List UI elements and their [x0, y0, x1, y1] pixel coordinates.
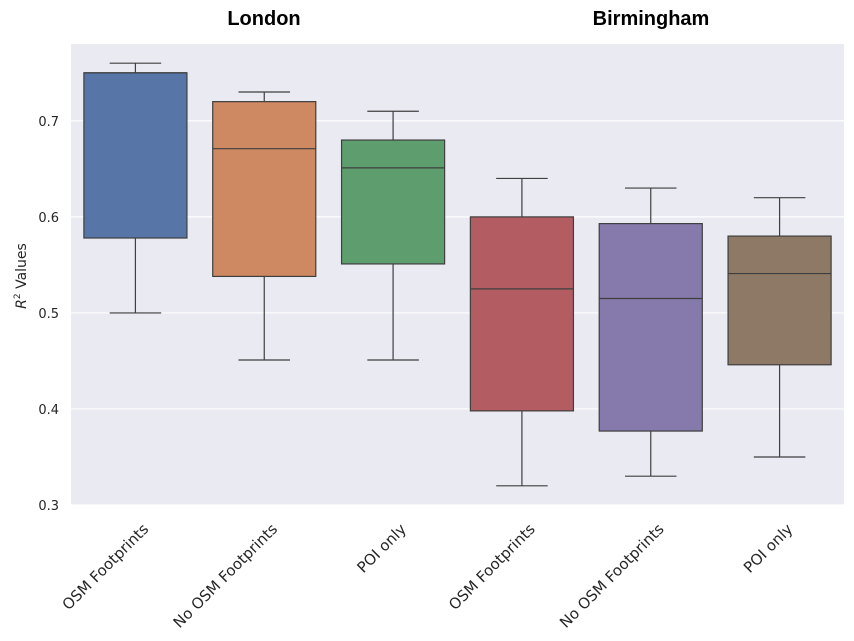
- y-axis-label-superscript: 2: [13, 293, 23, 299]
- x-tick-label: OSM Footprints: [59, 520, 153, 614]
- box-4: [469, 177, 575, 487]
- box-5: [598, 187, 703, 477]
- box-6: [727, 197, 832, 458]
- x-tick-label: POI only: [353, 520, 409, 576]
- box-iqr: [212, 101, 317, 278]
- x-tick-label: OSM Footprints: [445, 520, 539, 614]
- box-series: [83, 62, 832, 487]
- y-axis-label-base: R: [14, 299, 30, 309]
- x-tick-label: No OSM Footprints: [556, 520, 668, 632]
- y-tick-label: 0.3: [38, 499, 59, 514]
- box-iqr: [469, 216, 575, 412]
- y-tick-label: 0.4: [38, 403, 59, 418]
- gridlines: [71, 120, 844, 506]
- group-title-birmingham: Birmingham: [593, 8, 710, 30]
- group-title-london: London: [227, 8, 300, 30]
- box-iqr: [598, 222, 703, 432]
- box-iqr: [340, 139, 446, 265]
- box-iqr: [727, 235, 832, 366]
- y-tick-label: 0.6: [38, 211, 59, 226]
- box-iqr: [83, 72, 188, 239]
- box-1: [83, 62, 188, 314]
- y-axis-label: R2 Values: [13, 243, 30, 309]
- y-tick-label: 0.7: [38, 115, 59, 130]
- box-3: [340, 110, 446, 361]
- box-2: [212, 91, 317, 361]
- x-tick-label: POI only: [740, 520, 796, 576]
- y-axis-ticks: 0.3 0.4 0.5 0.6 0.7: [38, 115, 59, 514]
- y-axis-label-rest: Values: [14, 243, 30, 293]
- x-axis-ticks: OSM Footprints No OSM Footprints POI only O…: [59, 520, 797, 632]
- y-tick-label: 0.5: [38, 307, 59, 322]
- x-tick-label: No OSM Footprints: [170, 520, 282, 632]
